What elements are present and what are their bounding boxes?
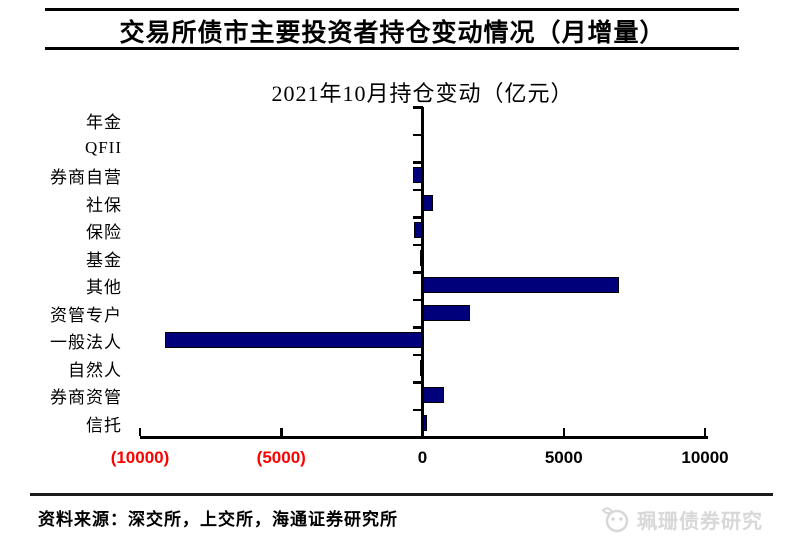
value-axis-tick xyxy=(421,428,424,436)
header-bottom-rule xyxy=(45,47,739,50)
value-axis-tick xyxy=(280,428,283,436)
category-label: 券商资管 xyxy=(50,388,122,408)
category-label: 资管专户 xyxy=(50,305,122,325)
category-label: 保险 xyxy=(86,223,122,243)
category-axis-tick xyxy=(412,353,423,356)
value-axis-tick-label: (5000) xyxy=(256,448,306,467)
category-axis-tick xyxy=(412,381,423,384)
category-axis-tick xyxy=(412,188,423,191)
category-label: 年金 xyxy=(86,113,122,133)
value-axis-tick xyxy=(562,428,565,436)
category-label: 自然人 xyxy=(68,360,122,380)
category-axis-tick xyxy=(412,243,423,246)
category-label: QFII xyxy=(84,138,122,158)
panda-face-icon xyxy=(601,506,629,532)
value-axis-tick-label: (10000) xyxy=(110,448,170,467)
value-axis-tick-label: 0 xyxy=(417,448,428,467)
bar xyxy=(422,387,445,404)
page-title: 交易所债市主要投资者持仓变动情况（月增量） xyxy=(119,20,666,47)
value-axis-tick-label: 10000 xyxy=(681,448,729,467)
value-axis xyxy=(140,436,708,439)
category-axis-tick xyxy=(412,271,423,274)
category-label: 信托 xyxy=(86,415,122,435)
chart-title: 2021年10月持仓变动（亿元） xyxy=(271,81,574,106)
value-axis-tick xyxy=(138,428,142,436)
category-axis-tick xyxy=(412,216,423,219)
value-axis-tick-label: 5000 xyxy=(544,448,583,467)
category-axis-tick xyxy=(412,408,423,411)
footer-rule xyxy=(30,493,773,496)
category-axis-tick xyxy=(412,326,423,329)
source-note: 资料来源：深交所，上交所，海通证券研究所 xyxy=(38,510,398,529)
category-label: 券商自营 xyxy=(50,168,122,188)
category-axis-tick xyxy=(412,161,423,164)
bar xyxy=(422,304,470,321)
value-axis-tick xyxy=(703,428,707,436)
category-label: 基金 xyxy=(86,250,122,270)
category-axis xyxy=(421,107,424,439)
bar xyxy=(422,277,620,294)
watermark: 珮珊债券研究 xyxy=(599,505,763,534)
category-label: 一般法人 xyxy=(50,333,122,353)
category-axis-tick xyxy=(412,133,423,136)
header-top-rule xyxy=(45,8,739,11)
watermark-label: 珮珊债券研究 xyxy=(637,511,763,533)
category-axis-tick xyxy=(412,106,423,109)
category-label: 社保 xyxy=(86,195,122,215)
category-axis-tick xyxy=(412,298,423,301)
category-label: 其他 xyxy=(86,278,122,298)
bar xyxy=(165,332,423,349)
bar xyxy=(422,194,433,211)
